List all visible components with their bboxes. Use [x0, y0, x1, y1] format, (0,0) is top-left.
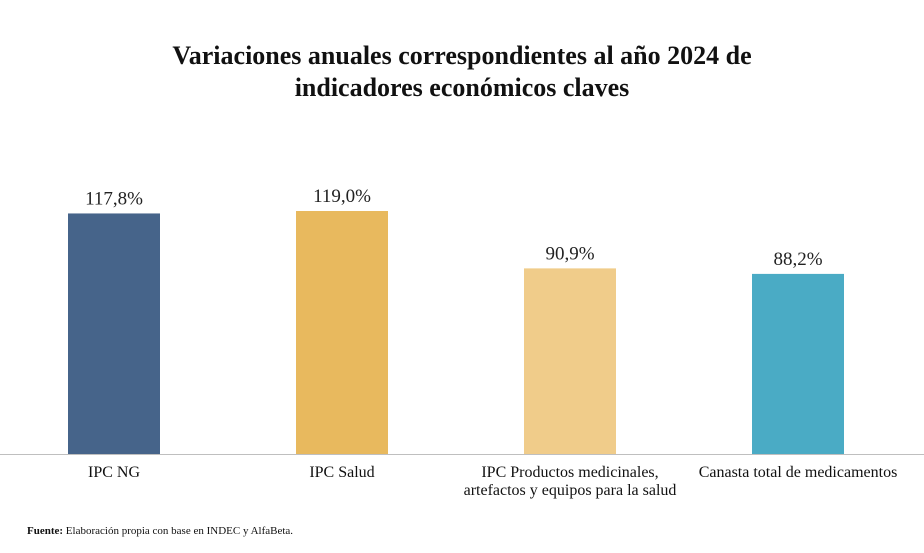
data-label-2: 119,0%	[313, 186, 371, 207]
bar-2	[296, 211, 388, 454]
bar-3	[524, 268, 616, 454]
data-label-4: 88,2%	[773, 249, 822, 270]
x-tick-label-1: IPC NG	[88, 464, 140, 481]
bar-4	[752, 273, 844, 454]
x-tick-label-2: IPC Salud	[309, 464, 374, 481]
x-tick-label-3-line-1: IPC Productos medicinales,	[481, 464, 658, 481]
data-label-1: 117,8%	[85, 188, 143, 209]
source-label: Fuente:	[27, 525, 64, 537]
chart-title-line-2: indicadores económicos claves	[294, 73, 630, 102]
bar-1	[68, 213, 160, 454]
chart-title-line-1: Variaciones anuales correspondientes al …	[172, 41, 752, 70]
data-label-3: 90,9%	[545, 243, 594, 264]
chart-title: Variaciones anuales correspondientes al …	[0, 40, 924, 104]
data-labels-group: 117,8% 119,0% 90,9% 88,2%	[85, 186, 823, 270]
x-tick-label-3-line-2: artefactos y equipos para la salud	[464, 482, 677, 499]
source-note: Fuente: Elaboración propia con base en I…	[27, 525, 293, 537]
source-text: Elaboración propia con base en INDEC y A…	[65, 525, 294, 537]
bars-group	[68, 211, 844, 454]
x-tick-labels-group: IPC NG IPC Salud IPC Productos medicinales…	[88, 464, 897, 499]
x-tick-label-4: Canasta total de medicamentos	[699, 464, 898, 481]
